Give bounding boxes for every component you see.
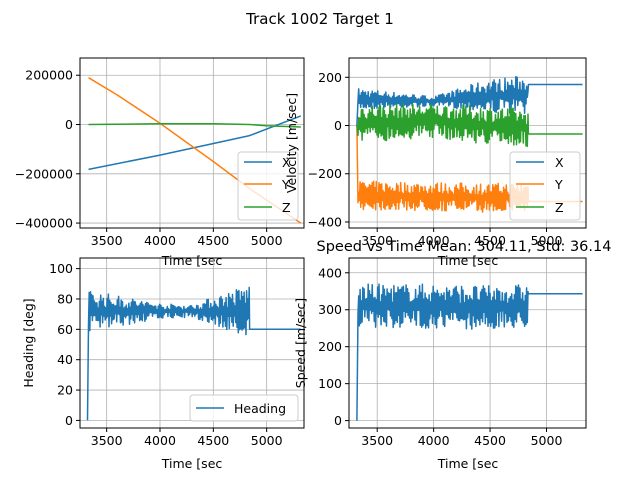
velocity-series-z-line	[356, 103, 583, 148]
velocity-axes-frame	[348, 57, 587, 229]
position-legend-z-label: Z	[282, 200, 291, 215]
position-xtick-label: 3500	[91, 233, 123, 248]
heading-ytick-label: 60	[57, 322, 73, 337]
velocity-xtick-label: 5000	[531, 233, 563, 248]
velocity-ticks: 3500 4000 4500 5000 −400 −200 0 200	[308, 70, 563, 248]
position-legend-x-label: X	[282, 155, 291, 170]
velocity-xtick-label: 3500	[361, 233, 393, 248]
heading-ytick-label: 100	[49, 261, 73, 276]
position-ytick-label: 200000	[25, 68, 73, 83]
speed-xtick-label: 3500	[361, 433, 393, 448]
position-ytick-label: −200000	[15, 166, 73, 181]
heading-xlabel: Time [sec	[161, 456, 223, 471]
speed-lines	[356, 283, 583, 421]
heading-ytick-label: 40	[57, 352, 73, 367]
speed-grid	[349, 258, 586, 428]
speed-axes-frame	[348, 257, 587, 429]
position-panel: 3500 4000 4500 5000 −400000 −200000 0 200000 Ti…	[15, 57, 305, 268]
velocity-xtick-label: 4500	[474, 233, 506, 248]
velocity-ytick-label: 200	[318, 70, 342, 85]
figure-title: Track 1002 Target 1	[245, 10, 394, 28]
position-ytick-label: 0	[65, 117, 73, 132]
speed-ytick-label: 100	[318, 376, 342, 391]
heading-legend-box	[189, 394, 299, 422]
speed-ylabel: Speed [m/sec]	[293, 298, 308, 388]
velocity-xlabel: Time [sec	[437, 253, 499, 268]
speed-xtick-label: 5000	[531, 433, 563, 448]
heading-ticks: 3500 4000 4500 5000 0 20 40 60 80 100	[49, 261, 282, 448]
speed-ticks: 3500 4000 4500 5000 0 100 200 300 400	[318, 265, 562, 448]
position-axes-frame	[79, 57, 305, 229]
heading-legend: Heading	[189, 394, 299, 422]
velocity-legend-x-label: X	[555, 155, 564, 170]
speed-ytick-label: 0	[334, 413, 342, 428]
position-xtick-label: 4000	[144, 233, 176, 248]
velocity-legend-z-label: Z	[555, 200, 564, 215]
position-series-z-line	[88, 123, 301, 128]
velocity-series-y-line	[356, 125, 583, 213]
position-legend-y-label: Y	[281, 177, 290, 192]
velocity-panel: 3500 4000 4500 5000 −400 −200 0 200 Time [sec V…	[284, 57, 587, 268]
velocity-lines	[356, 75, 583, 213]
speed-title: Speed vs Time Mean: 304.11, Std: 36.14	[317, 239, 612, 255]
speed-xlabel: Time [sec	[437, 456, 499, 471]
speed-ytick-label: 400	[318, 265, 342, 280]
heading-ytick-label: 20	[57, 383, 73, 398]
position-legend: X Y Z	[237, 151, 299, 221]
heading-xtick-label: 4500	[197, 433, 229, 448]
position-legend-box	[237, 151, 299, 221]
velocity-ytick-label: −200	[308, 166, 342, 181]
velocity-xtick-label: 4000	[418, 233, 450, 248]
position-ticks: 3500 4000 4500 5000 −400000 −200000 0 200000	[15, 68, 283, 248]
heading-ylabel: Heading [deg]	[21, 298, 36, 387]
velocity-ylabel: Velocity [m/sec]	[284, 93, 299, 193]
speed-xtick-label: 4500	[474, 433, 506, 448]
speed-xtick-label: 4000	[418, 433, 450, 448]
speed-ytick-label: 300	[318, 302, 342, 317]
heading-ytick-label: 0	[65, 413, 73, 428]
speed-series-speed-line	[356, 283, 583, 421]
velocity-legend: X Y Z	[509, 151, 581, 221]
heading-legend-label: Heading	[234, 401, 286, 416]
position-xtick-label: 5000	[251, 233, 283, 248]
speed-ytick-label: 200	[318, 339, 342, 354]
speed-panel: 3500 4000 4500 5000 0 100 200 300 400 Speed vs T…	[293, 239, 611, 471]
heading-ytick-label: 80	[57, 291, 73, 306]
velocity-ytick-label: −400	[308, 214, 342, 229]
velocity-legend-box	[509, 151, 581, 221]
heading-axes-frame	[79, 257, 305, 429]
velocity-legend-y-label: Y	[554, 177, 563, 192]
heading-lines	[86, 286, 301, 421]
heading-xtick-label: 3500	[91, 433, 123, 448]
velocity-series-x-line	[356, 75, 583, 126]
velocity-ytick-label: 0	[334, 118, 342, 133]
heading-series-heading-line	[86, 286, 301, 421]
position-xtick-label: 4500	[197, 233, 229, 248]
heading-xtick-label: 4000	[144, 433, 176, 448]
position-ytick-label: −400000	[15, 216, 73, 231]
heading-panel: 3500 4000 4500 5000 0 20 40 60 80 100 Time [sec H…	[21, 257, 305, 471]
position-xlabel: Time [sec	[161, 253, 223, 268]
heading-xtick-label: 5000	[251, 433, 283, 448]
